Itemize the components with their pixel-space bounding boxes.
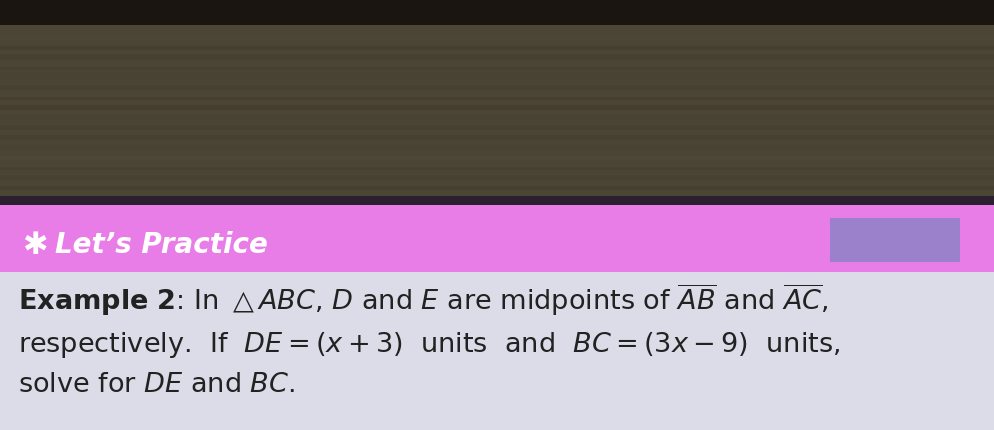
FancyBboxPatch shape (0, 54, 994, 60)
FancyBboxPatch shape (0, 156, 994, 160)
Text: $\mathbf{Example\ 2}$: In $\triangle ABC$, $D$ and $E$ are midpoints of $\overli: $\mathbf{Example\ 2}$: In $\triangle ABC… (18, 282, 828, 318)
FancyBboxPatch shape (0, 67, 994, 70)
FancyBboxPatch shape (829, 218, 959, 262)
FancyBboxPatch shape (0, 34, 994, 40)
Text: respectively.  If  $DE = (x+3)$  units  and  $BC = (3x-9)$  units,: respectively. If $DE = (x+3)$ units and … (18, 330, 839, 360)
FancyBboxPatch shape (0, 26, 994, 30)
FancyBboxPatch shape (0, 205, 994, 275)
FancyBboxPatch shape (0, 144, 994, 150)
FancyBboxPatch shape (0, 0, 994, 200)
FancyBboxPatch shape (0, 85, 994, 90)
FancyBboxPatch shape (0, 12, 994, 20)
FancyBboxPatch shape (0, 5, 994, 10)
FancyBboxPatch shape (0, 196, 994, 200)
FancyBboxPatch shape (0, 186, 994, 190)
FancyBboxPatch shape (0, 167, 994, 170)
FancyBboxPatch shape (0, 105, 994, 110)
FancyBboxPatch shape (0, 272, 994, 430)
FancyBboxPatch shape (0, 115, 994, 120)
FancyBboxPatch shape (0, 97, 994, 100)
FancyBboxPatch shape (0, 125, 994, 130)
FancyBboxPatch shape (0, 72, 994, 80)
FancyBboxPatch shape (0, 0, 994, 25)
Text: solve for $DE$ and $BC$.: solve for $DE$ and $BC$. (18, 372, 295, 398)
FancyBboxPatch shape (0, 175, 994, 180)
Text: Let’s Practice: Let’s Practice (55, 231, 267, 259)
FancyBboxPatch shape (0, 196, 994, 208)
Text: ✱: ✱ (22, 230, 48, 259)
FancyBboxPatch shape (0, 135, 994, 140)
FancyBboxPatch shape (0, 46, 994, 50)
